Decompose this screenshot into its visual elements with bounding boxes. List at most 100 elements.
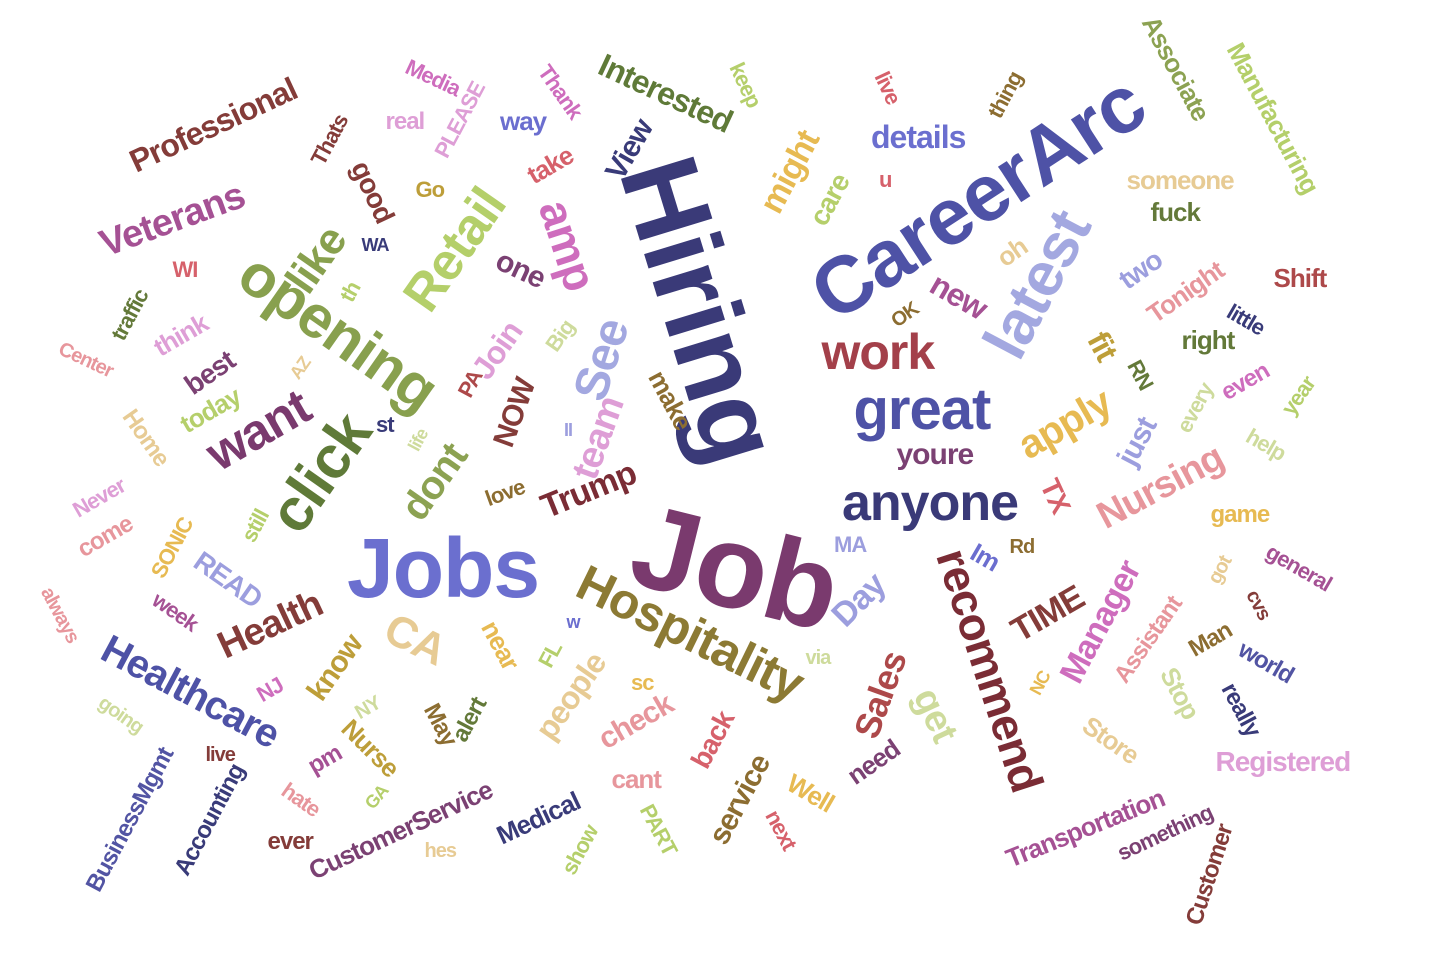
word-sc-117: sc: [631, 670, 655, 695]
word-stop-131: Stop: [1154, 662, 1206, 724]
word-world-136: world: [1232, 636, 1298, 690]
word-help-146: help: [1241, 423, 1290, 466]
word-show-112: show: [556, 820, 603, 879]
word-just-43: just: [1110, 412, 1163, 472]
word-center-77: Center: [54, 337, 116, 383]
word-love-92: love: [481, 473, 528, 512]
word-one-45: one: [490, 243, 551, 296]
word-good-48: good: [345, 156, 401, 228]
word-real-53: real: [385, 108, 426, 135]
word-always-93: always: [36, 583, 84, 647]
word-ma-122: MA: [834, 532, 867, 557]
word-rd-127: Rd: [1009, 536, 1036, 558]
word-care-59: care: [803, 168, 856, 231]
word-man-132: Man: [1183, 616, 1236, 663]
word-back-119: back: [684, 706, 741, 774]
word-cant-118: cant: [611, 764, 662, 794]
word-now-47: NOW: [487, 374, 543, 452]
word-nj-95: NJ: [252, 672, 288, 707]
word-jobs-3: Jobs: [347, 521, 540, 615]
word-w-116: w: [566, 612, 581, 632]
word-year-145: year: [1275, 371, 1320, 420]
word-tx-44: TX: [1034, 473, 1077, 518]
word-well-123: Well: [781, 767, 839, 819]
word-ever-103: ever: [267, 828, 314, 855]
word-right-67: right: [1181, 325, 1236, 355]
word-ca-30: CA: [376, 604, 454, 676]
word-go-69: Go: [415, 177, 446, 202]
word-veterans-21: Veterans: [94, 174, 251, 266]
word-going-97: going: [93, 691, 147, 739]
word-shift-65: Shift: [1273, 263, 1328, 293]
word-nurse-104: Nurse: [334, 713, 405, 783]
word-recommend-12: recommend: [926, 542, 1054, 798]
word-think-75: think: [147, 307, 213, 363]
word-manufacturing-26: Manufacturing: [1220, 37, 1326, 199]
word-two-41: two: [1112, 243, 1168, 296]
word-life-85: life: [404, 425, 433, 455]
word-home-86: Home: [116, 404, 175, 472]
word-someone-61: someone: [1126, 165, 1235, 195]
word-u-60: u: [879, 167, 892, 192]
word-read-90: READ: [187, 545, 268, 614]
word-alert-108: alert: [446, 693, 493, 747]
word-week-94: week: [147, 587, 203, 637]
word-wa-71: WA: [361, 235, 390, 255]
word-even-144: even: [1215, 357, 1274, 406]
word-anyone-8: anyone: [842, 474, 1019, 532]
word-really-137: really: [1215, 678, 1266, 742]
word-hes-110: hes: [424, 840, 457, 862]
word-wi-73: WI: [172, 257, 199, 282]
word-media-52: Media: [401, 54, 464, 101]
word-live-100: live: [205, 744, 236, 766]
word-details-24: details: [871, 119, 966, 155]
word-customerservice-109: CustomerService: [303, 774, 497, 886]
word-got-133: got: [1203, 552, 1237, 588]
word-interested-23: Interested: [592, 46, 738, 140]
word-thing-58: thing: [981, 67, 1027, 123]
word-accounting-99: Accounting: [169, 759, 251, 880]
word-fuck-62: fuck: [1150, 197, 1201, 227]
word-near-114: near: [474, 615, 526, 675]
word-dont-29: dont: [392, 435, 476, 529]
word-businessmgmt-98: BusinessMgmt: [80, 743, 179, 897]
word-hate-102: hate: [276, 777, 325, 822]
word-st-84: st: [376, 412, 395, 437]
word-know-96: know: [300, 628, 369, 707]
word-check-34: check: [592, 687, 679, 756]
word-live-57: live: [869, 67, 906, 108]
word-professional-22: Professional: [123, 70, 303, 180]
word-next-124: next: [759, 805, 802, 854]
word-registered-138: Registered: [1215, 746, 1352, 777]
word-part-113: PART: [634, 799, 683, 860]
word-customer-141: Customer: [1180, 821, 1239, 929]
word-fit-40: fit: [1079, 325, 1125, 367]
word-store-130: Store: [1076, 710, 1145, 770]
word-via-121: via: [805, 647, 832, 669]
word-thats-70: Thats: [305, 110, 354, 170]
word-take-55: take: [521, 139, 579, 191]
word-fl-115: FL: [532, 637, 567, 672]
word-big-80: Big: [540, 315, 580, 357]
word-general-135: general: [1261, 538, 1336, 597]
word-traffic-74: traffic: [105, 285, 154, 345]
word-great-7: great: [853, 377, 992, 442]
word-work-9: work: [821, 324, 936, 380]
word-need-125: need: [841, 733, 905, 791]
word-nc-128: NC: [1025, 667, 1055, 699]
word-retail-10: Retail: [392, 177, 518, 323]
word-rn-147: RN: [1122, 355, 1159, 394]
word-game-142: game: [1210, 501, 1271, 528]
word-ga-106: GA: [360, 780, 392, 814]
word-pm-101: pm: [303, 739, 347, 780]
word-associate-25: Associate: [1135, 10, 1216, 126]
word-get-36: get: [904, 681, 966, 749]
word-sales-32: Sales: [845, 645, 915, 744]
word-apply-17: apply: [1010, 380, 1119, 468]
word-every-143: every: [1170, 378, 1218, 437]
word-ii-83: II: [564, 420, 573, 440]
word-youre-42: youre: [896, 438, 975, 471]
word-cvs-134: cvs: [1241, 586, 1276, 624]
word-way-54: way: [500, 106, 547, 136]
